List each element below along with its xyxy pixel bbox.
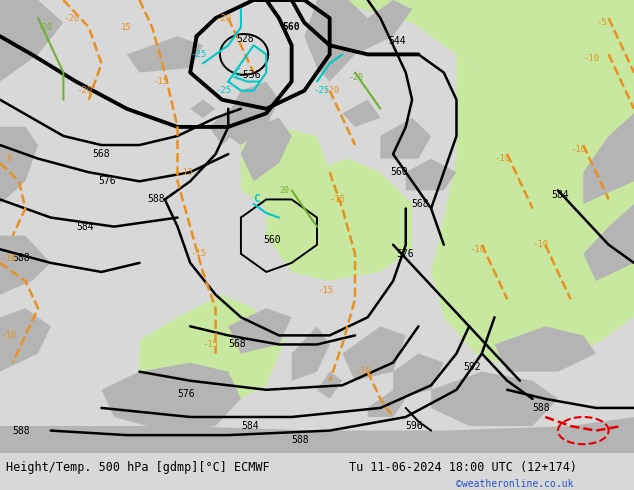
Text: 584: 584 — [552, 190, 569, 200]
Polygon shape — [393, 354, 444, 399]
Polygon shape — [241, 127, 330, 209]
Polygon shape — [292, 326, 330, 381]
Polygon shape — [380, 118, 431, 159]
Text: C: C — [233, 68, 240, 77]
Text: 560: 560 — [390, 167, 408, 177]
Polygon shape — [266, 159, 412, 281]
Text: 528: 528 — [236, 33, 254, 44]
Polygon shape — [355, 0, 412, 54]
Text: -20: -20 — [216, 14, 231, 23]
Text: C: C — [254, 195, 261, 204]
Polygon shape — [0, 236, 51, 294]
Text: -20: -20 — [63, 14, 79, 23]
Text: 544: 544 — [388, 36, 406, 46]
Polygon shape — [342, 326, 406, 381]
Polygon shape — [583, 113, 634, 204]
Polygon shape — [241, 118, 292, 181]
Text: -10: -10 — [0, 331, 16, 340]
Text: Tu 11-06-2024 18:00 UTC (12+174): Tu 11-06-2024 18:00 UTC (12+174) — [349, 462, 577, 474]
Polygon shape — [0, 127, 38, 204]
Polygon shape — [127, 36, 203, 73]
Text: -10: -10 — [355, 367, 371, 376]
Polygon shape — [495, 326, 596, 371]
Polygon shape — [228, 82, 279, 145]
Text: -5: -5 — [596, 18, 607, 27]
Polygon shape — [101, 363, 241, 431]
Polygon shape — [228, 308, 292, 354]
Polygon shape — [431, 54, 634, 371]
Text: -15: -15 — [190, 249, 206, 258]
Polygon shape — [317, 371, 342, 399]
Text: 588: 588 — [533, 403, 550, 413]
Text: -10: -10 — [533, 240, 548, 249]
Text: -15: -15 — [178, 168, 193, 177]
Text: 596: 596 — [406, 421, 424, 431]
Text: 568: 568 — [228, 340, 246, 349]
Text: -10: -10 — [0, 254, 16, 263]
Text: 588: 588 — [292, 435, 309, 444]
Text: 588: 588 — [13, 426, 30, 436]
Polygon shape — [406, 159, 456, 191]
Text: 588: 588 — [13, 253, 30, 263]
Text: 0: 0 — [6, 154, 11, 163]
Text: 568: 568 — [92, 149, 110, 159]
Polygon shape — [0, 0, 63, 82]
Polygon shape — [342, 99, 380, 127]
Text: -20: -20 — [349, 73, 364, 81]
Text: 15: 15 — [120, 23, 131, 32]
Text: -20: -20 — [323, 86, 339, 95]
Polygon shape — [190, 99, 216, 118]
Text: 592: 592 — [463, 362, 481, 372]
Text: -15: -15 — [203, 340, 219, 349]
Polygon shape — [368, 390, 406, 417]
Text: -25: -25 — [216, 86, 231, 95]
Text: 568: 568 — [411, 199, 429, 209]
Polygon shape — [583, 204, 634, 281]
Text: -20: -20 — [76, 86, 92, 95]
Text: -10: -10 — [495, 154, 510, 163]
Text: -25: -25 — [314, 86, 330, 95]
Polygon shape — [431, 371, 558, 426]
Text: 588: 588 — [147, 195, 165, 204]
Text: 20: 20 — [279, 186, 289, 195]
Text: 576: 576 — [178, 390, 195, 399]
Text: -10: -10 — [571, 145, 586, 154]
Text: -10: -10 — [583, 54, 599, 63]
Polygon shape — [235, 0, 634, 113]
Text: 584: 584 — [241, 421, 259, 431]
Text: 576: 576 — [396, 249, 414, 259]
Text: Height/Temp. 500 hPa [gdmp][°C] ECMWF: Height/Temp. 500 hPa [gdmp][°C] ECMWF — [6, 462, 270, 474]
Text: -536: -536 — [238, 70, 261, 80]
Text: -25: -25 — [190, 50, 206, 59]
Text: 560: 560 — [282, 22, 300, 32]
Text: 576: 576 — [98, 176, 116, 186]
Polygon shape — [209, 109, 241, 145]
Text: -20: -20 — [38, 23, 53, 32]
Text: ©weatheronline.co.uk: ©weatheronline.co.uk — [456, 480, 574, 490]
Polygon shape — [0, 308, 51, 371]
Polygon shape — [304, 0, 368, 82]
Text: -15: -15 — [317, 286, 333, 294]
Text: 560: 560 — [263, 235, 281, 245]
Text: -15: -15 — [152, 77, 168, 86]
Text: -15: -15 — [330, 195, 346, 204]
Text: -10: -10 — [469, 245, 485, 254]
Polygon shape — [0, 417, 634, 453]
Polygon shape — [139, 294, 285, 408]
Text: 584: 584 — [76, 221, 94, 232]
